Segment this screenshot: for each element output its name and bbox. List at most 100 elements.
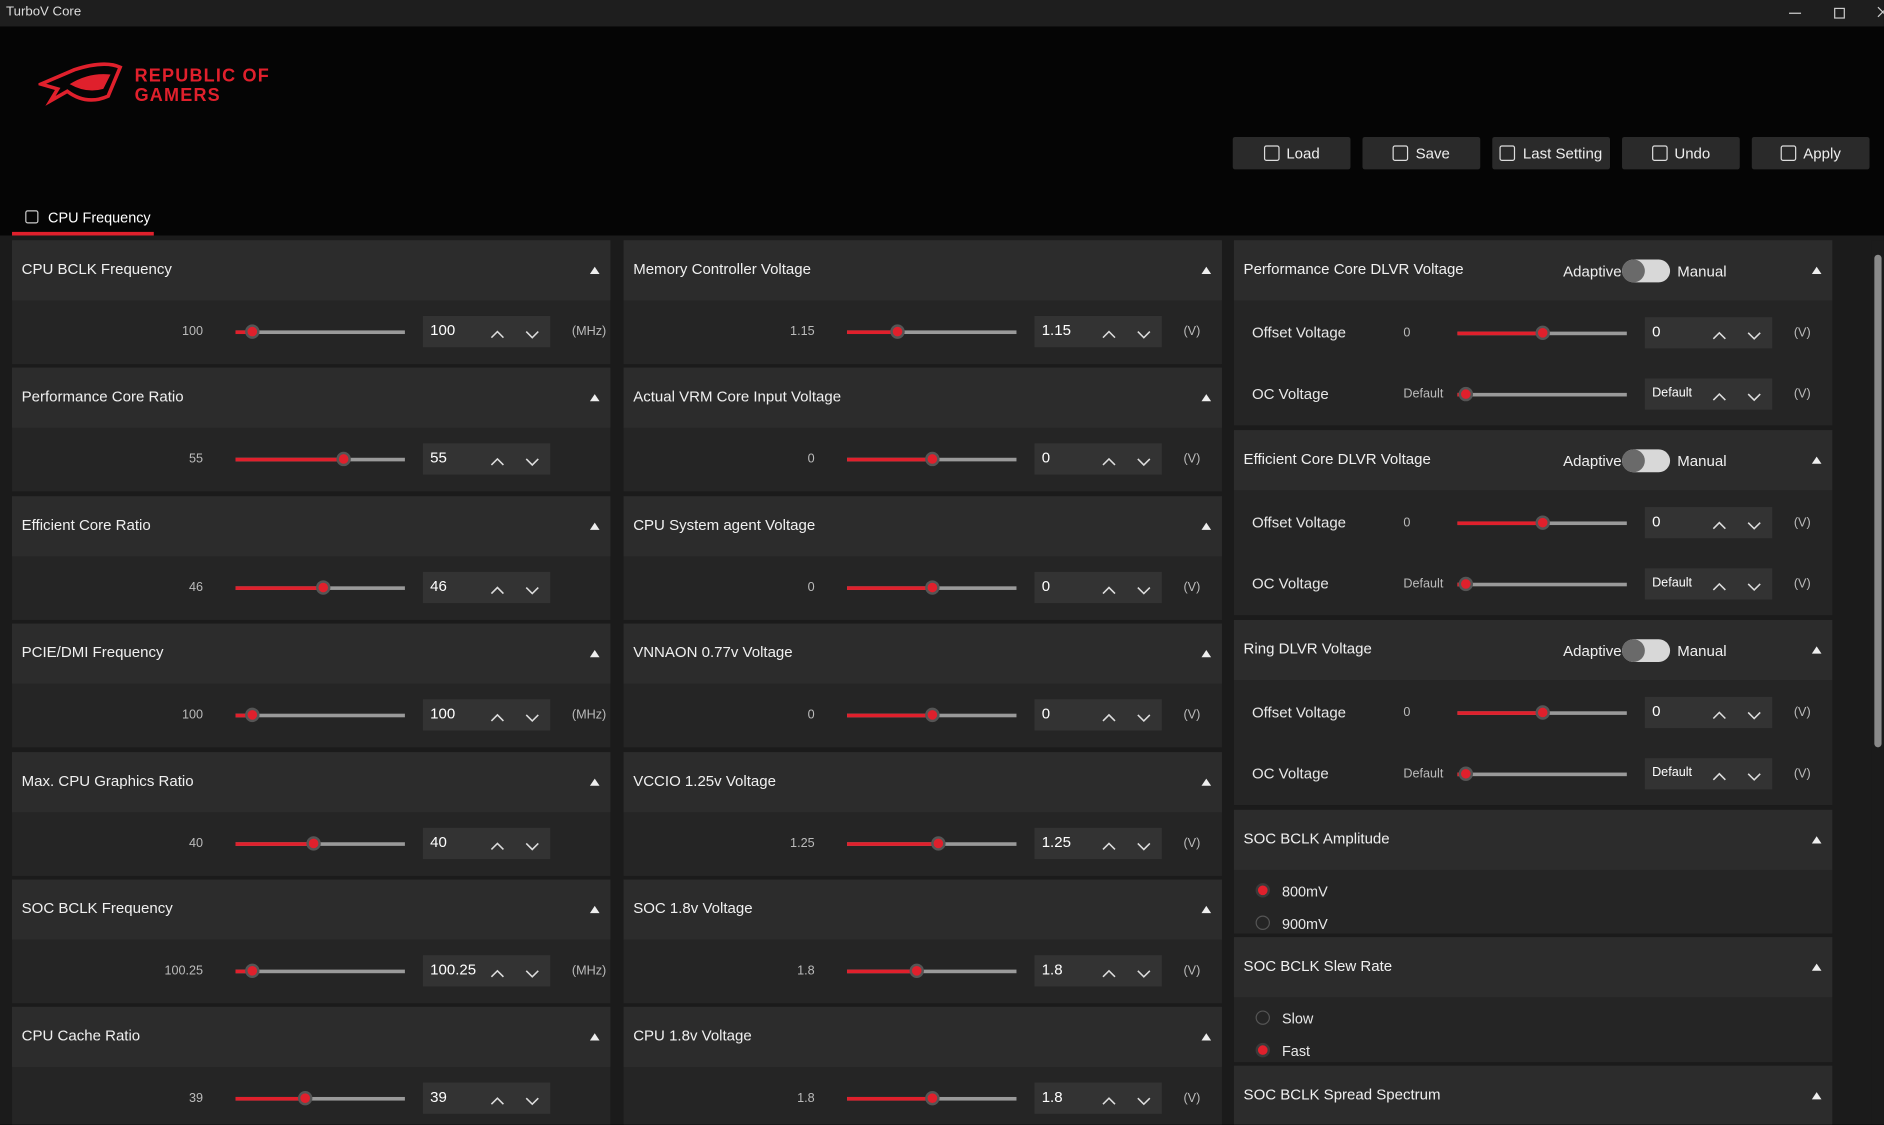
slider-track[interactable] [1457,772,1627,777]
slider-handle[interactable] [1534,515,1550,530]
slider-handle[interactable] [909,963,924,979]
scrollbar[interactable] [1871,240,1884,1125]
slider-track[interactable] [235,330,405,335]
decrement-button[interactable] [1747,328,1761,345]
maximize-button[interactable] [1834,7,1845,19]
increment-button[interactable] [490,453,504,470]
slider-handle[interactable] [245,707,260,723]
decrement-button[interactable] [1137,838,1151,855]
toolbar-button[interactable]: Save [1362,136,1481,170]
collapse-arrow[interactable] [1201,266,1212,274]
increment-button[interactable] [490,581,504,598]
decrement-button[interactable] [525,455,539,472]
mode-toggle[interactable] [1622,259,1671,283]
slider-track[interactable] [235,713,405,718]
collapse-arrow[interactable] [589,905,600,914]
toolbar-button[interactable]: Undo [1622,136,1740,170]
collapse-arrow[interactable] [1811,646,1822,654]
collapse-arrow[interactable] [1811,963,1822,971]
toolbar-button[interactable]: Apply [1751,136,1870,170]
slider-handle[interactable] [336,452,352,467]
radio-option[interactable]: 900mV [1255,913,1400,935]
decrement-button[interactable] [1747,389,1761,406]
decrement-button[interactable] [1137,455,1151,472]
decrement-button[interactable] [1137,327,1151,344]
value-input[interactable]: 40 [422,827,551,859]
increment-button[interactable] [1102,965,1116,982]
value-input[interactable]: 1.15 [1034,315,1162,348]
decrement-button[interactable] [1137,710,1151,727]
value-input[interactable]: 100.25 [422,955,551,987]
collapse-arrow[interactable] [1811,266,1822,274]
collapse-arrow[interactable] [1201,905,1212,914]
decrement-button[interactable] [1747,579,1761,596]
decrement-button[interactable] [1137,582,1151,599]
increment-button[interactable] [1102,837,1116,854]
collapse-arrow[interactable] [1811,456,1822,464]
increment-button[interactable] [1712,388,1726,405]
scrollbar-thumb[interactable] [1874,254,1882,748]
radio-option[interactable]: Fast [1255,1040,1400,1062]
value-input[interactable]: 0 [1644,696,1773,729]
collapse-arrow[interactable] [589,522,600,530]
value-input[interactable]: 55 [422,443,551,476]
collapse-arrow[interactable] [589,650,600,658]
mode-toggle[interactable] [1622,639,1671,663]
collapse-arrow[interactable] [1201,522,1212,530]
decrement-button[interactable] [525,327,539,344]
slider-track[interactable] [847,330,1017,335]
value-input[interactable]: 46 [422,571,551,603]
value-input[interactable]: 0 [1644,507,1773,539]
tab[interactable]: CPU Frequency [12,204,154,236]
decrement-button[interactable] [1747,708,1761,725]
slider-handle[interactable] [1458,766,1474,781]
decrement-button[interactable] [1137,1094,1151,1111]
value-input[interactable]: 0 [1034,699,1162,731]
collapse-arrow[interactable] [589,394,600,402]
decrement-button[interactable] [525,966,539,983]
decrement-button[interactable] [1747,518,1761,535]
slider-handle[interactable] [924,1091,939,1106]
increment-button[interactable] [1712,768,1726,785]
collapse-arrow[interactable] [1811,1092,1822,1100]
value-input[interactable]: 1.8 [1034,1083,1162,1115]
increment-button[interactable] [1102,453,1116,470]
increment-button[interactable] [490,1093,504,1110]
value-input[interactable]: 1.8 [1034,955,1162,987]
collapse-arrow[interactable] [1811,836,1822,844]
increment-button[interactable] [1102,326,1116,343]
slider-handle[interactable] [316,580,331,595]
slider-handle[interactable] [924,707,939,723]
increment-button[interactable] [1102,581,1116,598]
slider-track[interactable] [235,969,405,974]
increment-button[interactable] [1712,706,1726,723]
increment-button[interactable] [1712,578,1726,595]
collapse-arrow[interactable] [1201,778,1212,786]
collapse-arrow[interactable] [1201,650,1212,658]
value-input[interactable]: Default [1644,758,1773,790]
slider-handle[interactable] [924,452,939,467]
value-input[interactable]: 0 [1034,443,1162,476]
slider-handle[interactable] [245,963,260,979]
value-input[interactable]: Default [1644,568,1773,600]
decrement-button[interactable] [525,582,539,599]
value-input[interactable]: 100 [422,699,551,731]
slider-handle[interactable] [924,580,939,595]
increment-button[interactable] [1712,327,1726,344]
increment-button[interactable] [490,709,504,726]
slider-handle[interactable] [1534,325,1550,341]
decrement-button[interactable] [525,710,539,727]
value-input[interactable]: 1.25 [1034,827,1162,859]
increment-button[interactable] [1102,709,1116,726]
value-input[interactable]: 0 [1644,317,1773,349]
decrement-button[interactable] [525,838,539,855]
collapse-arrow[interactable] [1201,394,1212,402]
value-input[interactable]: 39 [422,1083,551,1115]
toolbar-button[interactable]: Last Setting [1492,136,1611,170]
collapse-arrow[interactable] [589,1033,600,1041]
value-input[interactable]: 0 [1034,571,1162,603]
slider-handle[interactable] [1458,576,1474,592]
decrement-button[interactable] [1747,769,1761,786]
collapse-arrow[interactable] [589,266,600,274]
decrement-button[interactable] [1137,966,1151,983]
